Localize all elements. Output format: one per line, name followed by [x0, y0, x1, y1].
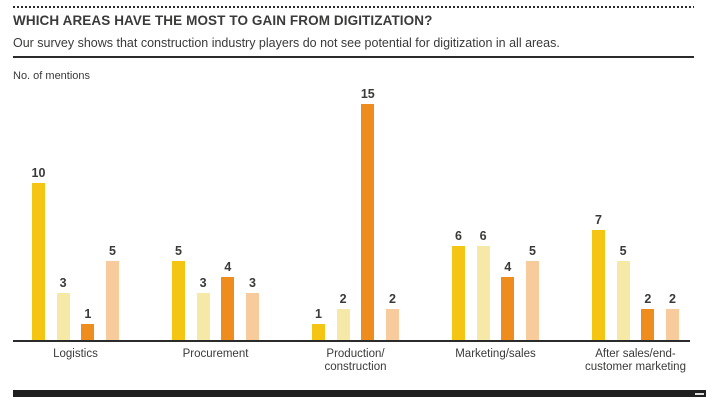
category-label-2: Procurement [182, 348, 249, 360]
category-label-5: After sales/end- customer marketing [585, 348, 686, 373]
bar-group-1: 10 3 1 5 [32, 85, 119, 340]
bar-peach [665, 309, 679, 340]
top-dotted-rule [13, 6, 694, 8]
bar-yellow [312, 324, 325, 340]
bar-value-label: 4 [224, 260, 232, 274]
bar-peach [105, 261, 119, 340]
bar-wrap-yellow: 1 [312, 308, 325, 340]
bar-wrap-orange: 15 [360, 87, 375, 340]
bar-value-label: 5 [175, 244, 182, 258]
bar-yellow [32, 183, 45, 340]
bar-value-label: 15 [360, 87, 375, 101]
bar-value-label: 2 [668, 292, 676, 306]
bar-peach [525, 261, 539, 340]
bar-cream [196, 293, 210, 340]
bar-wrap-yellow: 6 [452, 230, 465, 340]
bar-cream [336, 309, 350, 340]
bar-value-label: 5 [108, 244, 116, 258]
bar-wrap-orange: 4 [501, 260, 515, 340]
bar-wrap-yellow: 5 [172, 245, 185, 340]
chart-title: WHICH AREAS HAVE THE MOST TO GAIN FROM D… [13, 13, 433, 28]
bar-wrap-cream: 3 [56, 276, 70, 340]
bar-wrap-cream: 2 [336, 292, 350, 340]
bar-wrap-cream: 3 [196, 276, 210, 340]
x-axis-line [13, 340, 690, 342]
category-axis-labels: Logistics Procurement Production/ construc… [0, 348, 706, 378]
bar-cream [616, 261, 630, 340]
bar-peach [385, 309, 399, 340]
bar-yellow [452, 246, 465, 340]
bar-value-label: 2 [339, 292, 347, 306]
bar-wrap-yellow: 7 [592, 214, 605, 340]
bar-peach [245, 293, 259, 340]
category-label-1: Logistics [53, 348, 98, 360]
bar-wrap-orange: 1 [81, 307, 95, 340]
bar-value-label: 4 [504, 260, 512, 274]
bar-orange [501, 277, 515, 340]
bottom-rule-notch [695, 393, 704, 395]
bar-group-5: 7 5 2 2 [592, 85, 679, 340]
bar-wrap-peach: 3 [245, 276, 259, 340]
bottom-rule [13, 390, 706, 397]
bar-wrap-cream: 5 [616, 244, 630, 340]
bar-value-label: 3 [59, 276, 67, 290]
header-divider-rule [13, 56, 694, 58]
bar-orange [221, 277, 235, 340]
bar-value-label: 2 [388, 292, 396, 306]
bar-orange [641, 309, 655, 340]
bar-value-label: 1 [315, 307, 322, 321]
category-label-3: Production/ construction [324, 348, 387, 373]
bar-group-4: 6 6 4 5 [452, 85, 539, 340]
bar-value-label: 3 [248, 276, 256, 290]
bar-wrap-orange: 4 [221, 260, 235, 340]
bar-value-label: 10 [31, 166, 46, 180]
bar-value-label: 5 [619, 244, 627, 258]
bar-wrap-peach: 5 [105, 244, 119, 340]
bar-group-2: 5 3 4 3 [172, 85, 259, 340]
bar-wrap-cream: 6 [476, 229, 490, 340]
bar-value-label: 3 [199, 276, 207, 290]
y-axis-label: No. of mentions [13, 70, 91, 82]
bar-orange [361, 104, 375, 340]
bar-wrap-peach: 2 [665, 292, 679, 340]
bar-value-label: 2 [644, 292, 652, 306]
bar-yellow [172, 261, 185, 340]
bar-cream [56, 293, 70, 340]
bar-wrap-peach: 5 [525, 244, 539, 340]
bar-value-label: 1 [84, 307, 92, 321]
chart-subtitle: Our survey shows that construction indus… [13, 36, 560, 50]
bar-cream [476, 246, 490, 340]
bar-value-label: 6 [455, 229, 462, 243]
bar-wrap-orange: 2 [641, 292, 655, 340]
category-label-4: Marketing/sales [455, 348, 536, 360]
bar-wrap-peach: 2 [385, 292, 399, 340]
bar-yellow [592, 230, 605, 340]
bar-value-label: 6 [479, 229, 487, 243]
bar-orange [81, 324, 95, 340]
bar-group-3: 1 2 15 2 [312, 85, 399, 340]
bar-wrap-yellow: 10 [32, 167, 45, 340]
bar-value-label: 5 [528, 244, 536, 258]
bar-value-label: 7 [595, 213, 602, 227]
bar-chart-plot-area: 10 3 1 5 5 3 4 3 1 2 15 2 6 6 4 5 7 5 2 2 [0, 85, 706, 340]
